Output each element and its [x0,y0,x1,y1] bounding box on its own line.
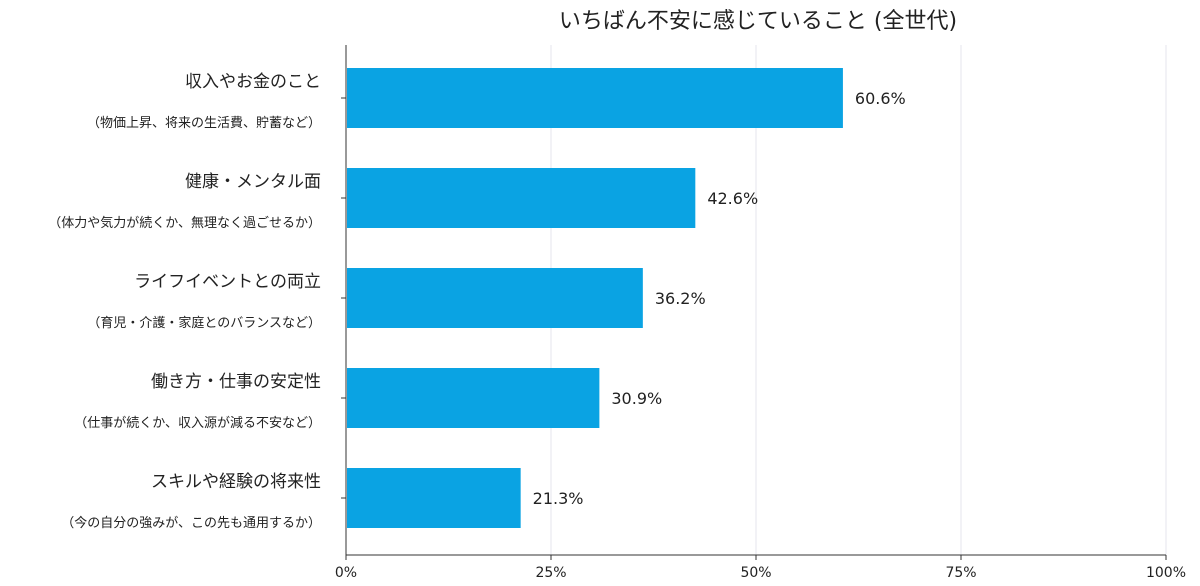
category-label: ライフイベントとの両立 [134,272,321,292]
bar-value-label: 60.6% [855,89,906,108]
category-sublabel: （仕事が続くか、収入源が減る不安など） [74,415,321,431]
bar [347,468,521,528]
bar-value-label: 21.3% [533,489,584,508]
category-label: 収入やお金のこと [185,72,321,92]
category-sublabel: （体力や気力が続くか、無理なく過ごせるか） [48,215,321,231]
bar [347,368,600,428]
bar [347,168,696,228]
category-label: 健康・メンタル面 [185,172,321,192]
category-sublabel: （育児・介護・家庭とのバランスなど） [87,315,321,331]
category-sublabel: （今の自分の強みが、この先も通用するか） [61,515,321,531]
x-tick-label: 75% [945,565,976,581]
chart-title: いちばん不安に感じていること (全世代) [559,9,957,34]
bar [347,268,643,328]
category-sublabel: （物価上昇、将来の生活費、貯蓄など） [87,116,321,131]
category-label: 働き方・仕事の安定性 [151,372,321,392]
category-label: スキルや経験の将来性 [151,472,321,492]
x-tick-label: 100% [1146,565,1186,581]
bar-value-label: 36.2% [655,289,706,308]
x-tick-label: 25% [535,565,566,581]
bar-value-label: 42.6% [707,189,758,208]
x-tick-label: 0% [335,565,357,581]
bar-value-label: 30.9% [611,389,662,408]
bar [347,68,843,128]
x-tick-label: 50% [740,565,771,581]
